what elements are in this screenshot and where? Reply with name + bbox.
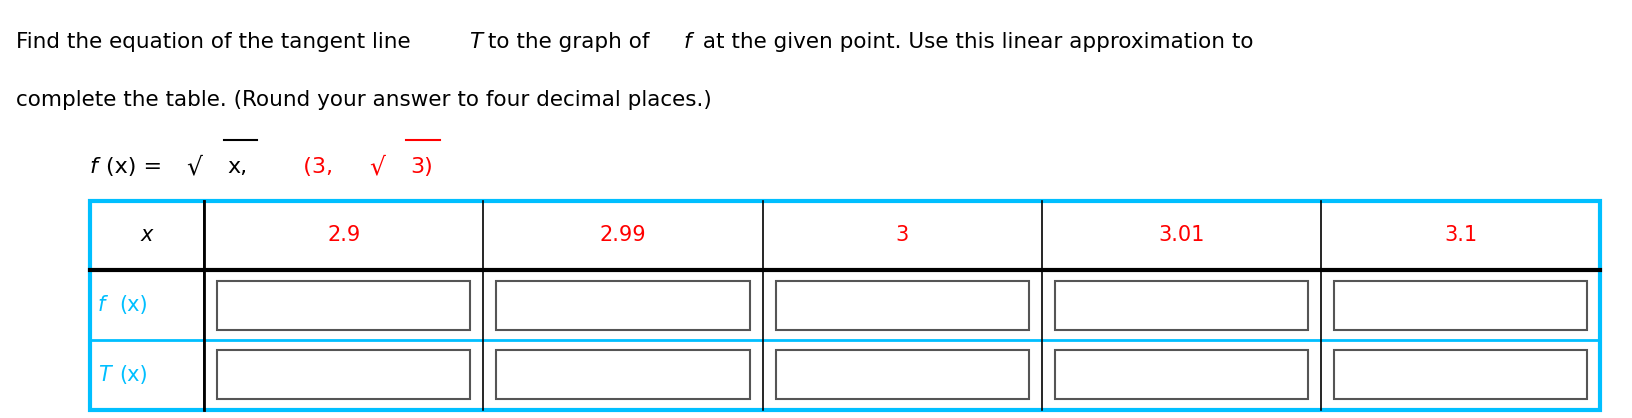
Text: f: f	[684, 32, 690, 52]
Text: (x): (x)	[119, 365, 149, 385]
Text: 2.9: 2.9	[326, 225, 361, 245]
Text: f: f	[98, 295, 106, 315]
Text: f: f	[90, 157, 98, 177]
Bar	[775, 281, 1028, 329]
Text: √: √	[186, 155, 202, 179]
Bar	[90, 201, 1599, 410]
Bar	[496, 281, 749, 329]
Text: √: √	[369, 155, 385, 179]
Text: 2.99: 2.99	[599, 225, 646, 245]
Text: Find the equation of the tangent line: Find the equation of the tangent line	[16, 32, 418, 52]
Bar	[1054, 281, 1307, 329]
Text: complete the table. (Round your answer to four decimal places.): complete the table. (Round your answer t…	[16, 90, 712, 110]
Text: T: T	[98, 365, 111, 385]
Text: T: T	[468, 32, 481, 52]
Bar	[1333, 281, 1586, 329]
Bar	[217, 350, 470, 399]
Bar	[496, 350, 749, 399]
Text: x,: x,	[227, 157, 248, 177]
Text: 3: 3	[894, 225, 909, 245]
Text: at the given point. Use this linear approximation to: at the given point. Use this linear appr…	[695, 32, 1252, 52]
Text: (x) =: (x) =	[106, 157, 170, 177]
Text: 3.01: 3.01	[1157, 225, 1204, 245]
Text: (3,: (3,	[289, 157, 341, 177]
Bar	[1054, 350, 1307, 399]
Text: 3): 3)	[410, 157, 432, 177]
Bar	[775, 350, 1028, 399]
Text: (x): (x)	[119, 295, 149, 315]
Text: 3.1: 3.1	[1443, 225, 1477, 245]
Text: x: x	[140, 225, 153, 245]
Bar	[1333, 350, 1586, 399]
Text: to the graph of: to the graph of	[481, 32, 656, 52]
Bar	[217, 281, 470, 329]
